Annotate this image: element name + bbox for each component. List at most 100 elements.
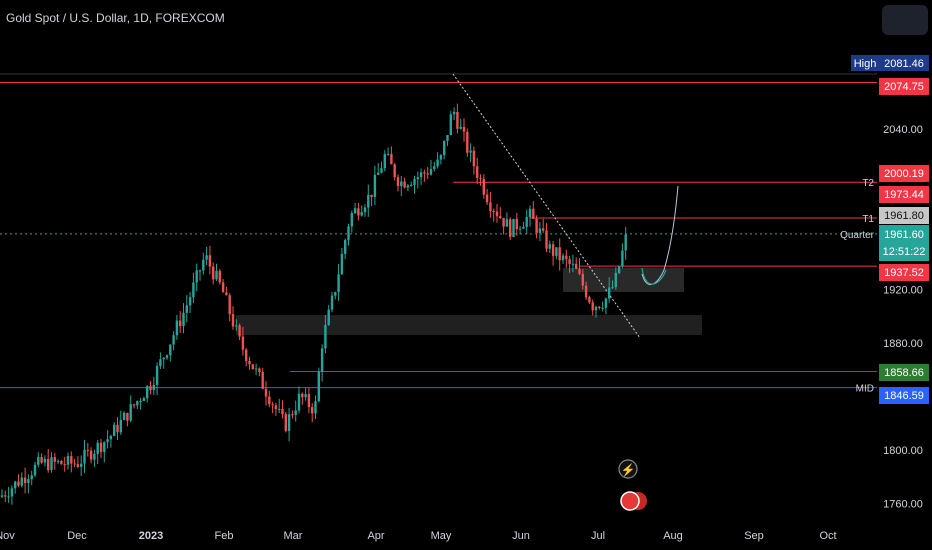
us-flag-icon	[620, 491, 640, 511]
price-label: 2000.19	[884, 168, 924, 180]
candle-body	[43, 458, 47, 463]
candle-body	[502, 218, 505, 227]
candle-body	[268, 396, 271, 405]
candle-body	[27, 479, 30, 484]
candle-body	[479, 177, 482, 179]
candle-body	[53, 457, 56, 462]
x-tick-label: Aug	[663, 530, 683, 542]
line-label-t2: T2	[862, 178, 874, 189]
candle-body	[70, 456, 73, 464]
candle-body	[274, 405, 278, 410]
candle-body	[466, 131, 469, 153]
candle-body	[604, 298, 608, 308]
lightning-icon: ⚡	[621, 463, 636, 477]
candle-body	[116, 424, 119, 433]
candle-body	[456, 112, 459, 129]
downtrend-line	[452, 73, 641, 339]
y-tick-label: 1800.00	[883, 445, 923, 457]
candle-body	[469, 150, 472, 153]
candle-body	[324, 324, 327, 349]
x-tick-label: Mar	[284, 530, 303, 542]
demand-zone	[236, 315, 702, 335]
candle-body	[287, 414, 291, 431]
candle-body	[515, 218, 518, 230]
candle-body	[588, 297, 591, 303]
high-price-label: 2081.46	[884, 58, 924, 70]
candle-body	[363, 207, 367, 213]
candle-body	[80, 463, 83, 467]
candle-body	[304, 394, 307, 398]
candle-body	[281, 408, 284, 415]
candle-body	[591, 302, 594, 311]
line-label-quarter: Quarter	[840, 230, 875, 241]
candle-body	[601, 307, 604, 309]
candle-body	[403, 181, 406, 188]
countdown-label: 12:51:22	[883, 246, 926, 258]
price-label: 1858.66	[884, 367, 924, 379]
candle-body	[509, 219, 512, 237]
candle-body	[297, 393, 301, 411]
candle-body	[66, 456, 70, 465]
candle-body	[40, 457, 43, 463]
x-tick-label: 2023	[139, 530, 163, 542]
candle-body	[416, 177, 419, 180]
candle-body	[561, 255, 565, 261]
menu-button[interactable]	[882, 5, 928, 35]
candle-body	[172, 335, 175, 345]
candle-body	[548, 244, 551, 249]
candle-body	[555, 247, 558, 256]
candle-body	[291, 414, 294, 416]
candle-body	[218, 270, 221, 283]
candle-body	[538, 228, 542, 233]
candle-body	[37, 457, 40, 465]
candle-body	[241, 336, 245, 350]
candle-body	[485, 194, 489, 203]
candle-body	[142, 398, 146, 402]
candle-body	[152, 384, 155, 391]
candle-body	[525, 217, 528, 227]
candle-body	[482, 178, 485, 195]
candle-body	[136, 401, 139, 406]
candle-body	[47, 458, 50, 471]
price-label: 1961.80	[884, 210, 924, 222]
candle-body	[551, 244, 555, 256]
candle-body	[146, 386, 149, 399]
event-icon	[618, 459, 638, 479]
price-label: 1961.60	[884, 229, 924, 241]
candle-body	[495, 211, 499, 217]
candle-body	[344, 240, 347, 254]
candle-body	[96, 442, 99, 454]
candle-body	[162, 357, 165, 360]
price-label-box	[879, 207, 929, 224]
candle-body	[56, 460, 60, 462]
candle-body	[446, 135, 449, 142]
candle-body	[518, 228, 522, 230]
candle-body	[337, 274, 340, 293]
candle-body	[182, 312, 185, 327]
line-label-t1: T1	[862, 214, 874, 225]
candle-body	[386, 154, 390, 156]
candle-body	[294, 410, 297, 416]
candle-body	[439, 155, 443, 160]
candle-body	[568, 259, 571, 265]
candle-body	[33, 464, 37, 476]
candle-body	[10, 488, 14, 497]
candle-body	[238, 325, 241, 337]
candle-body	[271, 404, 274, 406]
candle-body	[383, 154, 386, 169]
candle-body	[390, 154, 393, 165]
candle-body	[436, 159, 439, 167]
x-tick-label: Apr	[367, 530, 384, 542]
candle-body	[179, 320, 182, 327]
high-tag-box	[851, 55, 879, 71]
candle-body	[492, 211, 495, 213]
candle-body	[373, 174, 377, 197]
candle-body	[522, 226, 525, 229]
candle-body	[113, 424, 116, 436]
candle-body	[347, 226, 350, 241]
candle-body	[423, 172, 426, 174]
candle-body	[192, 282, 195, 298]
candle-body	[614, 272, 617, 288]
y-tick-label: 1760.00	[883, 499, 923, 511]
